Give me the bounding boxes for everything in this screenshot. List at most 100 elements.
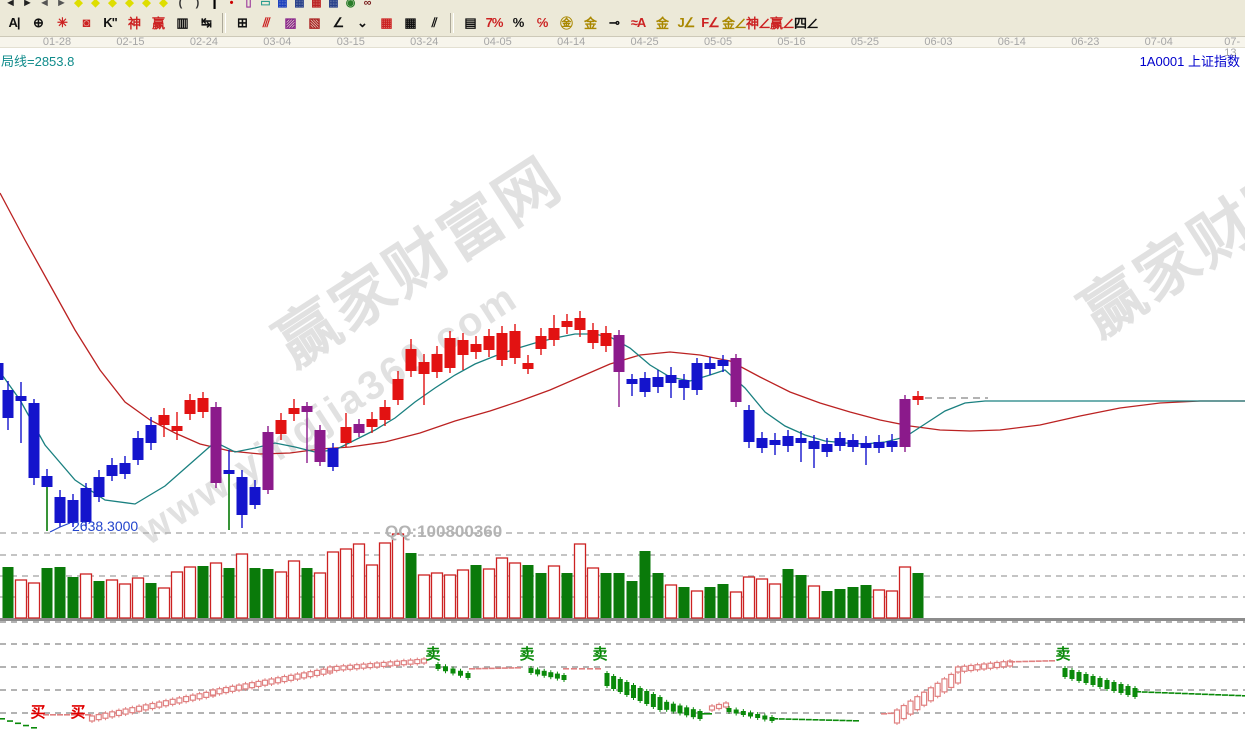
volume-bar xyxy=(287,560,301,619)
indicator-dash xyxy=(1022,660,1029,663)
toolbar-icon-g2-4[interactable]: ∠ xyxy=(332,14,345,30)
indicator-candle-up xyxy=(142,704,149,711)
toolbar-icon-g3-11[interactable]: 金∠ xyxy=(722,16,747,31)
toolbar-icon-g1-1[interactable]: ⊕ xyxy=(33,14,44,30)
volume-bar xyxy=(742,576,756,619)
indicator-dash xyxy=(1175,692,1182,695)
toolbar-top-icon-20[interactable]: ◉ xyxy=(345,0,356,9)
toolbar-icon-g2-3[interactable]: ▧ xyxy=(308,14,320,30)
indicator-dash xyxy=(43,714,49,716)
toolbar-icon-g3-0[interactable]: ▤ xyxy=(464,14,476,30)
sell-signal-label: 卖 xyxy=(592,646,607,663)
toolbar-icon-g1-0[interactable]: A| xyxy=(8,15,20,30)
toolbar-icon-g1-4[interactable]: K" xyxy=(103,15,118,30)
toolbar-top-icon-0[interactable]: ◄ xyxy=(5,0,16,9)
toolbar-top-icon-21[interactable]: ∞ xyxy=(363,0,372,9)
candle-body xyxy=(496,333,508,360)
toolbar-icon-g3-10[interactable]: F∠ xyxy=(701,14,720,30)
candle-body xyxy=(210,407,222,483)
indicator-candle-up xyxy=(961,665,968,672)
toolbar-separator xyxy=(450,12,454,33)
toolbar-top-icon-8[interactable]: ◆ xyxy=(142,0,151,9)
indicator-candle-up xyxy=(333,665,340,672)
candle-body xyxy=(366,419,378,427)
indicator-dash xyxy=(0,718,5,720)
toolbar-top-icon-7[interactable]: ◆ xyxy=(125,0,134,9)
toolbar-icon-g1-5[interactable]: 神 xyxy=(127,16,141,31)
toolbar-icon-g3-9[interactable]: J∠ xyxy=(677,14,696,30)
candle-body xyxy=(574,318,586,330)
indicator-dash xyxy=(1228,694,1235,697)
indicator-candle-up xyxy=(326,666,334,672)
toolbar-icon-g2-6[interactable]: ▦ xyxy=(380,14,392,30)
date-tick-label: 04-14 xyxy=(557,36,586,48)
indicator-candle-up xyxy=(373,662,381,668)
indicator-candle-up xyxy=(948,673,955,689)
toolbar-top-icon-1[interactable]: ► xyxy=(22,0,33,9)
indicator-dash xyxy=(1155,691,1162,694)
candle-body xyxy=(340,427,352,443)
candle-body xyxy=(678,380,690,388)
candle-body xyxy=(405,349,417,371)
indicator-candle-up xyxy=(1000,661,1007,668)
indicator-candle-up xyxy=(400,660,407,666)
toolbar-top-icon-4[interactable]: ◆ xyxy=(74,0,83,9)
volume-bar xyxy=(301,568,313,618)
indicator-dash xyxy=(475,667,482,670)
watermark-qq: QQ:100800360 xyxy=(385,522,502,541)
toolbar-top-icon-3[interactable]: ► xyxy=(56,0,67,9)
low-price-label: 2638.3000 xyxy=(72,518,138,534)
indicator-dash xyxy=(1195,693,1202,695)
toolbar-icon-g2-7[interactable]: ▦ xyxy=(404,14,416,30)
toolbar-top-icon-5[interactable]: ◆ xyxy=(91,0,100,9)
indicator-dash xyxy=(469,668,475,670)
toolbar-icon-g1-3[interactable]: ◙ xyxy=(82,15,91,30)
toolbar-icon-g2-2[interactable]: ▨ xyxy=(284,14,296,30)
toolbar-top-icon-6[interactable]: ◆ xyxy=(108,0,117,9)
toolbar-icon-g2-1[interactable]: ⫻ xyxy=(262,14,271,30)
toolbar-icon-g1-8[interactable]: ↹ xyxy=(201,14,212,30)
volume-bar xyxy=(417,574,431,619)
toolbar-icon-g3-7[interactable]: ≈A xyxy=(630,15,647,30)
toolbar-icon-g1-6[interactable]: 赢 xyxy=(151,16,165,31)
toolbar-top-icon-13[interactable]: • xyxy=(229,0,234,9)
toolbar-icon-g2-0[interactable]: ⊞ xyxy=(237,14,248,30)
toolbar-top-icon-16[interactable]: ▦ xyxy=(277,0,288,9)
symbol-label: 1A0001 上证指数 xyxy=(1139,54,1240,69)
indicator-candle-up xyxy=(235,684,243,691)
toolbar-icon-g3-13[interactable]: 赢∠ xyxy=(770,16,795,31)
candle-body xyxy=(561,321,573,327)
toolbar-icon-g3-1[interactable]: 7% xyxy=(485,15,504,30)
toolbar-icon-g2-8[interactable]: ⫽ xyxy=(431,14,438,30)
toolbar-top-icon-10[interactable]: ( xyxy=(178,0,183,9)
toolbar-icon-g3-8[interactable]: 金 xyxy=(655,16,669,31)
indicator-candle-up xyxy=(294,673,301,680)
indicator-dash xyxy=(515,667,521,669)
toolbar-top-icon-15[interactable]: ▭ xyxy=(260,0,271,9)
volume-bar xyxy=(821,591,833,618)
toolbar-top-icon-9[interactable]: ◆ xyxy=(159,0,168,9)
volume-bar xyxy=(639,551,651,618)
toolbar-icon-g2-5[interactable]: ⌄ xyxy=(357,14,368,30)
toolbar-icon-g1-7[interactable]: ▥ xyxy=(176,14,188,30)
toolbar-icon-g3-14[interactable]: 四∠ xyxy=(794,16,819,31)
toolbar-icon-g3-4[interactable]: ㊎ xyxy=(559,16,573,31)
toolbar-top-icon-17[interactable]: ▦ xyxy=(294,0,305,9)
candle-body xyxy=(548,328,560,340)
toolbar-icon-g1-2[interactable]: ✳ xyxy=(57,14,68,30)
toolbar-top-icon-2[interactable]: ◄ xyxy=(39,0,50,9)
indicator-dash xyxy=(812,719,819,721)
toolbar-top-icon-14[interactable]: ▯ xyxy=(245,0,252,9)
toolbar-top-icon-18[interactable]: ▦ xyxy=(311,0,322,9)
toolbar-top-icon-19[interactable]: ▦ xyxy=(328,0,339,9)
toolbar-icon-g3-12[interactable]: 神∠ xyxy=(746,16,771,31)
indicator-candle-up xyxy=(987,662,994,669)
toolbar-icon-g3-2[interactable]: % xyxy=(512,15,525,30)
toolbar-icon-g3-3[interactable]: ℅ xyxy=(536,15,549,30)
toolbar-icon-g3-6[interactable]: ⊸ xyxy=(609,14,620,30)
toolbar-icon-g3-5[interactable]: 金 xyxy=(583,16,597,31)
toolbar-top-icon-11[interactable]: ) xyxy=(195,0,200,9)
toolbar-top-icon-12[interactable]: ┃ xyxy=(211,0,218,9)
volume-bar xyxy=(405,553,417,618)
